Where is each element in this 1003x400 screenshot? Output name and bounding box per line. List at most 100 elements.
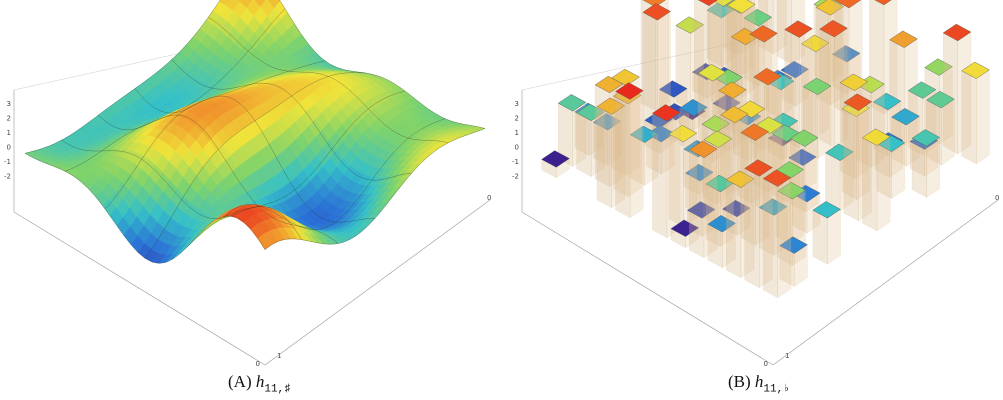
bar-top [825, 143, 854, 161]
caption-b: (B) h11,♭ [728, 372, 790, 395]
bar-top [788, 148, 817, 166]
bar-top [815, 0, 844, 16]
plots: 3 2 1 0 -1 -2 1 0 0 3 2 1 0 -1 -2 1 0 0 [4, 0, 999, 368]
bar-top [872, 92, 902, 111]
bar-top [727, 0, 756, 14]
caption-subscript: 11,♯ [264, 383, 291, 396]
z-tick-label: -2 [512, 173, 519, 181]
bar-top [800, 34, 830, 53]
x-tick-label: 1 [785, 352, 789, 360]
z-tick-label: 3 [515, 100, 519, 108]
bar-top [642, 3, 671, 21]
bar-top [594, 75, 624, 94]
caption-symbol: h [255, 372, 265, 391]
z-tick-label: 2 [7, 115, 11, 123]
bar-top [777, 182, 806, 200]
bar-top [707, 215, 736, 233]
bar-side [708, 0, 723, 121]
bar-side [763, 178, 778, 299]
axis [13, 211, 266, 366]
bar-top [687, 201, 716, 219]
caption-a: (A) h11,♯ [228, 372, 291, 395]
bar-top [576, 103, 605, 122]
z-tick-label: 1 [515, 129, 519, 137]
mesh-line [279, 0, 486, 129]
bar-side [843, 102, 859, 222]
bar-top [833, 0, 862, 9]
x-tick-label: 0 [764, 360, 768, 368]
caption-symbol: h [754, 372, 764, 391]
bar-side [827, 208, 841, 265]
caption-subscript: 11,♭ [763, 383, 790, 396]
bar-side [876, 136, 891, 232]
z-tick-label: -2 [4, 173, 11, 181]
bar-side [689, 149, 705, 259]
bar-top [652, 104, 681, 122]
bar-top [730, 27, 760, 46]
bar-top [629, 125, 659, 143]
bar-side [773, 0, 787, 55]
x-tick-label: 0 [256, 360, 260, 368]
x-tick-label: 1 [277, 352, 281, 360]
bar-top [749, 25, 778, 43]
mesh-line [208, 17, 449, 143]
bar-side [911, 137, 927, 198]
bar-side [652, 112, 668, 239]
bar-side [726, 179, 742, 279]
bar-top [718, 81, 747, 99]
bar-top [762, 169, 792, 187]
bar-top [541, 150, 570, 168]
bar-top [812, 201, 841, 219]
bar-top [701, 115, 731, 133]
bar-top [615, 82, 644, 100]
bar-side [941, 98, 955, 166]
z-tick-label: 3 [7, 100, 11, 108]
bar-top [668, 124, 698, 143]
bar-top [743, 9, 773, 27]
bar-top [832, 45, 861, 63]
y-tick-label: 0 [487, 194, 491, 202]
bar-top [889, 30, 918, 48]
caption-label: (A) [228, 372, 252, 391]
bar-side [655, 0, 669, 112]
bar-top [911, 129, 941, 147]
bar-top [740, 123, 769, 141]
bar-side [666, 112, 681, 239]
bar-top [924, 58, 953, 76]
bar-top [720, 105, 749, 124]
bar-top [642, 0, 666, 8]
bar-top [784, 20, 813, 38]
bar-top [819, 19, 848, 38]
z-tick-label: 1 [7, 129, 11, 137]
z-tick-label: -1 [512, 158, 519, 166]
bar-top [780, 60, 809, 79]
axis [521, 39, 749, 91]
bar-top [744, 159, 773, 177]
bar-top [722, 199, 751, 218]
bar-top [758, 198, 788, 216]
bar-top [557, 94, 587, 112]
bar-top [942, 23, 972, 42]
bar-top [592, 113, 622, 131]
bar-top [753, 67, 782, 86]
bar-top [705, 174, 734, 193]
z-tick-label: 0 [515, 144, 519, 152]
bar-side [576, 112, 592, 177]
bar-top [670, 219, 699, 237]
bar-side [812, 209, 828, 265]
bar-top [907, 81, 937, 99]
z-tick-label: 0 [7, 144, 11, 152]
bar-side [776, 0, 792, 65]
z-tick-label: -1 [4, 158, 11, 166]
bar-top [703, 130, 733, 148]
bar-side [744, 168, 760, 289]
bar-top [926, 90, 955, 109]
bar-side [615, 91, 631, 219]
bar-top [679, 99, 708, 117]
bar-side [777, 177, 792, 299]
bar-side [862, 137, 878, 232]
bar-top [874, 0, 892, 6]
bar-side [596, 106, 612, 209]
bar-side [883, 0, 898, 115]
